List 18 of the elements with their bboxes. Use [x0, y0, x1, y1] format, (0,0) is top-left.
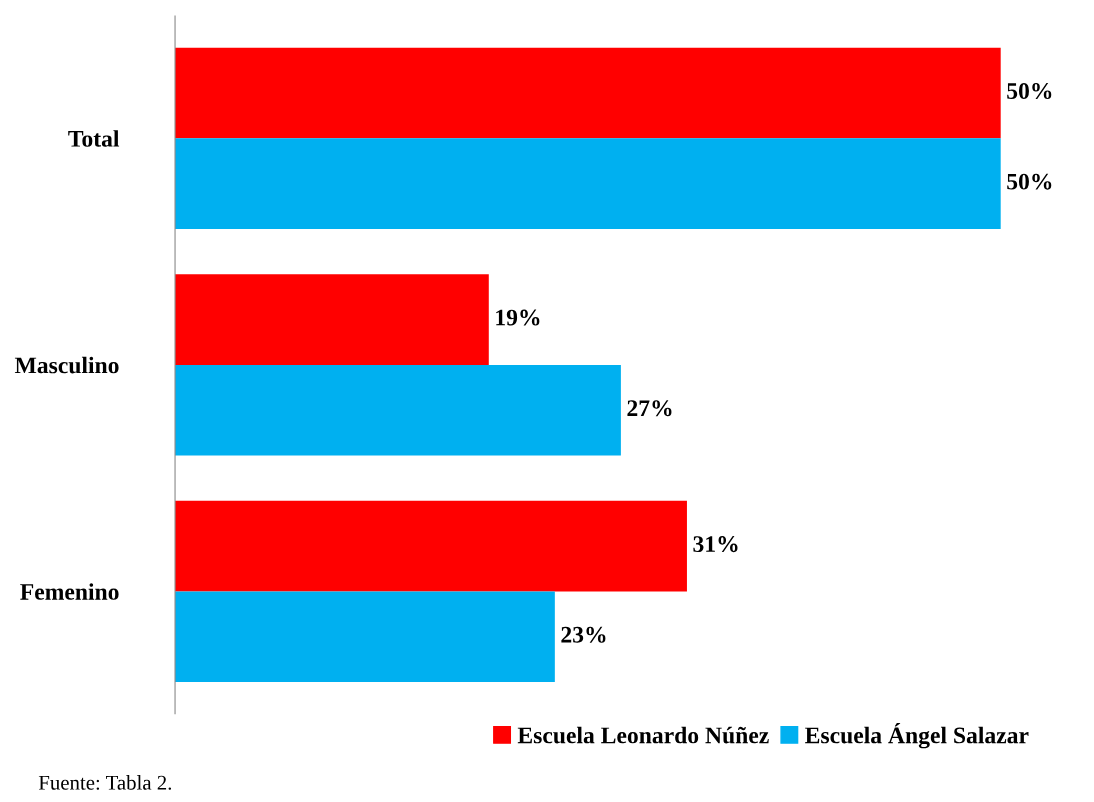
data-label: 50%: [1007, 83, 1052, 100]
y-tick-label: Total: [68, 130, 120, 147]
legend-label: Escuela Leonardo Núñez: [517, 726, 769, 744]
data-label: 27%: [627, 400, 672, 417]
bar: [175, 364, 621, 456]
bar: [175, 138, 1001, 229]
source-note: Fuente: Tabla 2.: [38, 775, 172, 790]
data-label: 19%: [496, 309, 540, 326]
data-label: 31%: [693, 536, 738, 553]
y-tick-label: Masculino: [14, 356, 119, 374]
legend-label: Escuela Ángel Salazar: [805, 722, 1029, 749]
bar: [175, 47, 1001, 139]
data-label: 23%: [561, 626, 606, 643]
bar: [175, 274, 489, 365]
bar: [175, 500, 687, 592]
data-label: 50%: [1007, 173, 1052, 190]
y-tick-label: Femenino: [20, 583, 119, 600]
bar: [175, 591, 555, 683]
